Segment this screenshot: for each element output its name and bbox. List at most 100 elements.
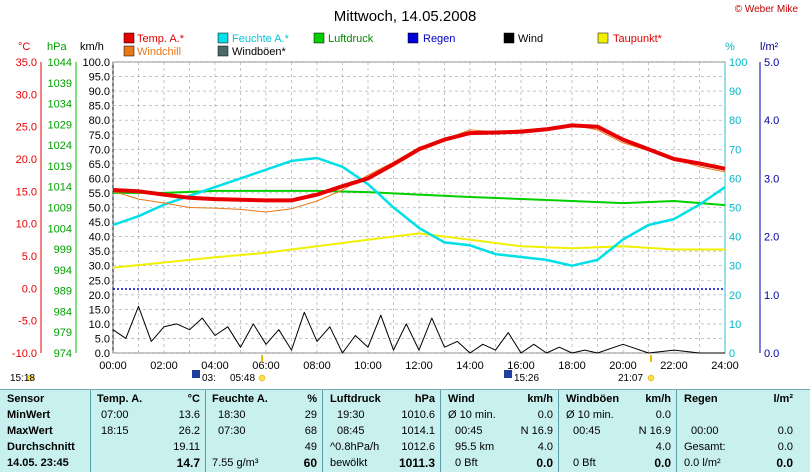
unit-wind: km/h xyxy=(80,41,104,53)
time-tick-label: 10:00 xyxy=(354,360,382,372)
temp-avg: 19.11 xyxy=(173,441,200,453)
stats-col-humidity: Feuchte A. % 18:30 29 07:30 68 49 7.55 g… xyxy=(205,390,323,472)
legend-label-dewpoint: Taupunkt* xyxy=(613,33,663,45)
temp-min: 13.6 xyxy=(178,409,200,421)
temp-tick-label: -10.0 xyxy=(12,348,37,360)
pressure-trend: ^0.8hPa/h xyxy=(330,441,380,453)
wind-tick-label: 10.0 xyxy=(89,319,110,331)
rain-axis: 5.0 4.0 3.0 2.0 1.0 0.0 xyxy=(764,57,779,360)
humidity-unit: % xyxy=(307,393,317,405)
series-line-temp xyxy=(112,123,726,203)
rain-tick-label: 2.0 xyxy=(764,232,779,244)
credit-text: © Weber Mike xyxy=(735,4,799,15)
stats-col-rain: Regen l/m² 00:00 0.0 Gesamt: 0.0 0.0 l/m… xyxy=(676,390,810,472)
pressure-max: 1014.1 xyxy=(401,425,435,437)
wind-distance: 95.5 km xyxy=(455,441,495,453)
row-label-min: MinWert xyxy=(7,409,51,421)
wind-tick-label: 15.0 xyxy=(89,304,110,316)
series-layer xyxy=(112,123,726,354)
row-label-max: MaxWert xyxy=(7,425,53,437)
marker-sun-left: 15:18 xyxy=(10,373,35,384)
pressure-tick-label: 1024 xyxy=(48,140,72,152)
gust-avg-val: 0.0 xyxy=(655,409,671,421)
legend-label-pressure: Luftdruck xyxy=(328,33,374,45)
time-tick-label: 18:00 xyxy=(558,360,586,372)
wind-tick-label: 50.0 xyxy=(89,203,110,215)
chart-title: Mittwoch, 14.05.2008 xyxy=(334,8,477,25)
wind-tick-label: 95.0 xyxy=(89,72,110,84)
time-tick-label: 04:00 xyxy=(201,360,229,372)
humidity-tick-label: 60 xyxy=(729,173,741,185)
humidity-min: 29 xyxy=(304,409,317,421)
humidity-tick-label: 20 xyxy=(729,290,741,302)
time-tick-label: 12:00 xyxy=(405,360,433,372)
humidity-tick-label: 100 xyxy=(729,57,747,69)
humidity-max: 68 xyxy=(304,425,317,437)
humidity-header: Feuchte A. xyxy=(212,393,268,405)
pressure-tick-label: 1004 xyxy=(48,223,72,235)
row-label-avg: Durchschnitt xyxy=(7,441,75,453)
legend: Temp. A.* Feuchte A.* Luftdruck Regen Wi… xyxy=(123,32,663,58)
temp-min-time: 07:00 xyxy=(101,409,129,421)
time-tick-label: 06:00 xyxy=(252,360,280,372)
time-tick-label: 16:00 xyxy=(507,360,535,372)
sunset-icon xyxy=(647,374,655,382)
temp-tick-label: 30.0 xyxy=(16,89,37,101)
time-tick-label: 14:00 xyxy=(456,360,484,372)
legend-label-humidity: Feuchte A.* xyxy=(232,33,290,45)
legend-swatch-wind xyxy=(503,32,515,44)
row-label-sensor: Sensor xyxy=(7,393,45,405)
wind-avg-label: Ø 10 min. xyxy=(448,409,496,421)
pressure-tick-label: 999 xyxy=(54,244,72,256)
moonrise-icon xyxy=(192,370,200,378)
legend-swatch-gust xyxy=(217,45,229,57)
stats-col-wind: Wind km/h Ø 10 min. 0.0 00:45 N 16.9 95.… xyxy=(440,390,559,472)
pressure-tick-label: 989 xyxy=(54,286,72,298)
pressure-min-time: 19:30 xyxy=(337,409,365,421)
gust-max-time: 00:45 xyxy=(573,425,601,437)
stats-col-pressure: Luftdruck hPa 19:30 1010.6 08:45 1014.1 … xyxy=(322,390,441,472)
temp-max: 26.2 xyxy=(178,425,200,437)
time-tick-label: 24:00 xyxy=(711,360,739,372)
legend-label-windchill: Windchill xyxy=(137,46,181,58)
legend-label-temp: Temp. A.* xyxy=(137,33,185,45)
humidity-min-time: 18:30 xyxy=(218,409,246,421)
wind-tick-label: 45.0 xyxy=(89,217,110,229)
pressure-unit: hPa xyxy=(414,393,435,405)
legend-label-wind: Wind xyxy=(518,33,543,45)
pressure-tick-label: 1044 xyxy=(48,57,72,69)
weather-chart: Mittwoch, 14.05.2008 © Weber Mike Temp. … xyxy=(10,4,799,384)
gust-unit: km/h xyxy=(645,393,671,405)
temp-tick-label: 35.0 xyxy=(16,57,37,69)
wind-tick-label: 20.0 xyxy=(89,290,110,302)
time-tick-label: 00:00 xyxy=(99,360,127,372)
legend-label-gust: Windböen* xyxy=(232,46,287,58)
marker-sunset: 21:07 xyxy=(618,373,643,384)
temp-unit: °C xyxy=(187,393,200,405)
pressure-tick-label: 1019 xyxy=(48,161,72,173)
wind-header: Wind xyxy=(448,393,475,405)
humidity-tick-label: 90 xyxy=(729,86,741,98)
wind-tick-label: 85.0 xyxy=(89,101,110,113)
pressure-current: 1011.3 xyxy=(398,456,435,470)
wind-tick-label: 60.0 xyxy=(89,173,110,185)
wind-tick-label: 65.0 xyxy=(89,159,110,171)
unit-humidity: % xyxy=(725,41,735,53)
wind-tick-label: 75.0 xyxy=(89,130,110,142)
humidity-tick-label: 50 xyxy=(729,203,741,215)
temp-axis: 35.0 30.0 25.0 20.0 15.0 10.0 5.0 0.0 -5.0 -10.0 xyxy=(12,57,37,360)
pressure-min: 1010.6 xyxy=(401,409,435,421)
humidity-tick-label: 10 xyxy=(729,319,741,331)
wind-current: 0.0 xyxy=(536,456,553,470)
stats-col-temp: Temp. A. °C 07:00 13.6 18:15 26.2 19.11 … xyxy=(90,390,206,472)
temp-header: Temp. A. xyxy=(97,393,143,405)
unit-temp: °C xyxy=(18,41,30,53)
series-line-dewpoint xyxy=(112,232,725,269)
humidity-max-time: 07:30 xyxy=(218,425,246,437)
wind-tick-label: 90.0 xyxy=(89,86,110,98)
gust-avg-label: Ø 10 min. xyxy=(566,409,614,421)
rain-max-time: 00:00 xyxy=(691,425,719,437)
pressure-max-time: 08:45 xyxy=(337,425,365,437)
wind-tick-label: 80.0 xyxy=(89,115,110,127)
